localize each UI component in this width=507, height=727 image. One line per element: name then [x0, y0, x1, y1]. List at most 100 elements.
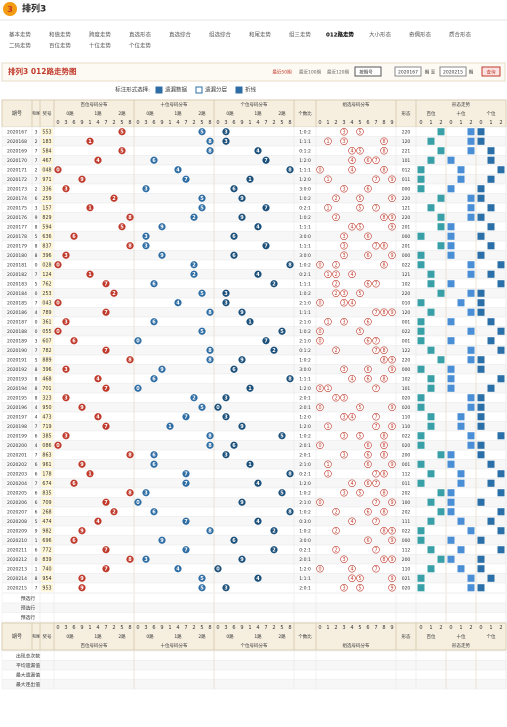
- row-bg: [1, 392, 507, 403]
- nav-tab: 奇偶形态: [409, 31, 432, 39]
- digit-header: 9: [390, 625, 393, 631]
- digit-ball-text: 0: [216, 405, 220, 411]
- digit-ball: [94, 413, 102, 421]
- trend-cell: [437, 147, 445, 155]
- option-checkbox[interactable]: [195, 86, 203, 94]
- combo-ball-text: 5: [358, 196, 361, 202]
- road-header: 0路: [226, 110, 234, 117]
- number: 253: [42, 291, 51, 297]
- digit-ball-text: 9: [80, 405, 84, 411]
- digit-ball: [238, 356, 246, 364]
- tail: 0: [35, 320, 38, 326]
- num-bg: [41, 365, 53, 373]
- group-header: 百位号码分布: [81, 101, 108, 108]
- combo-ball: [332, 270, 340, 278]
- trend-cell: [417, 318, 425, 326]
- combo-ball-text: 4: [350, 158, 353, 164]
- trend-cell: [437, 194, 445, 202]
- digit-ball: [126, 242, 134, 250]
- digit-ball: [126, 451, 134, 459]
- query-button[interactable]: [481, 66, 501, 77]
- digit-ball-text: 3: [64, 396, 68, 402]
- tail: 9: [35, 215, 38, 221]
- combo-ball: [356, 223, 364, 231]
- digit-ball: [254, 270, 262, 278]
- ratio: 1:1:1: [299, 244, 311, 250]
- combo-ball-text: 4: [350, 567, 353, 573]
- trend-cell: [447, 451, 455, 459]
- trend-cell: [467, 403, 475, 411]
- trend-cell: [437, 128, 445, 136]
- digit-ball-text: 2: [192, 263, 196, 269]
- from-input[interactable]: [394, 66, 422, 77]
- digit-header: 7: [264, 625, 267, 631]
- form: 022: [402, 263, 411, 269]
- digit-ball-text: 7: [104, 567, 108, 573]
- trend-cell: [477, 299, 485, 307]
- to-input[interactable]: [439, 66, 467, 77]
- road-header: 1路: [94, 633, 102, 640]
- road-header: 百位: [427, 110, 436, 117]
- row-bg: [1, 364, 507, 375]
- digit-header: 0: [318, 120, 321, 126]
- stats-label: 最大连出值: [16, 681, 40, 688]
- option-checkbox[interactable]: [235, 86, 243, 94]
- digit-ball-text: 5: [200, 576, 204, 582]
- combo-ball: [388, 584, 396, 592]
- digit-ball: [254, 479, 262, 487]
- row-bg: [1, 612, 507, 623]
- query-button-text: 查询: [487, 68, 496, 75]
- combo-ball-text: 2: [334, 272, 337, 278]
- combo-ball-text: 3: [342, 244, 345, 250]
- digit-ball: [246, 318, 254, 326]
- digit-ball: [254, 574, 262, 582]
- trend-cell: [467, 394, 475, 402]
- digit-ball: [102, 308, 110, 316]
- period-select[interactable]: [354, 66, 382, 77]
- ratio: 1:2:0: [299, 386, 311, 392]
- digit-ball-text: 5: [280, 434, 284, 440]
- digit-ball: [230, 441, 238, 449]
- digit-ball-text: 3: [224, 130, 228, 136]
- digit-ball: [134, 384, 142, 392]
- digit-header: 0: [419, 625, 422, 631]
- tail: 8: [35, 396, 38, 402]
- issue: 2020168: [7, 139, 27, 145]
- digit-header: 1: [489, 625, 492, 631]
- digit-ball-text: 0: [136, 500, 140, 506]
- trend-cell: [497, 280, 505, 288]
- trend-cell: [417, 365, 425, 373]
- form: 220: [402, 130, 411, 136]
- combo-ball-text: 8: [382, 377, 385, 383]
- trend-cell: [477, 128, 485, 136]
- combo-ball: [380, 489, 388, 497]
- ratio: 1:0:2: [299, 529, 311, 535]
- combo-ball: [388, 223, 396, 231]
- row-bg: [1, 459, 507, 470]
- ratio: 1:2:0: [299, 158, 311, 164]
- combo-ball-text: 1: [326, 386, 329, 392]
- combo-ball: [380, 346, 388, 354]
- trend-cell: [457, 470, 465, 478]
- digit-header: 1: [168, 625, 171, 631]
- digit-ball-text: 2: [272, 348, 276, 354]
- issue: 2020193: [7, 377, 27, 383]
- digit-header: 3: [224, 120, 227, 126]
- number: 468: [42, 377, 51, 383]
- digit-ball: [222, 413, 230, 421]
- combo-ball: [372, 204, 380, 212]
- combo-ball: [316, 327, 324, 335]
- num-bg: [41, 546, 53, 554]
- digit-ball: [286, 375, 294, 383]
- trend-cell: [417, 394, 425, 402]
- option-checkbox[interactable]: [155, 86, 163, 94]
- form: 020: [402, 396, 411, 402]
- combo-ball-text: 5: [358, 491, 361, 497]
- trend-cell: [487, 223, 495, 231]
- digit-header: 9: [160, 625, 163, 631]
- digit-ball-text: 5: [280, 491, 284, 497]
- trend-cell: [417, 251, 425, 259]
- digit-header: 2: [499, 625, 502, 631]
- combo-ball: [348, 479, 356, 487]
- digit-header: 3: [64, 625, 67, 631]
